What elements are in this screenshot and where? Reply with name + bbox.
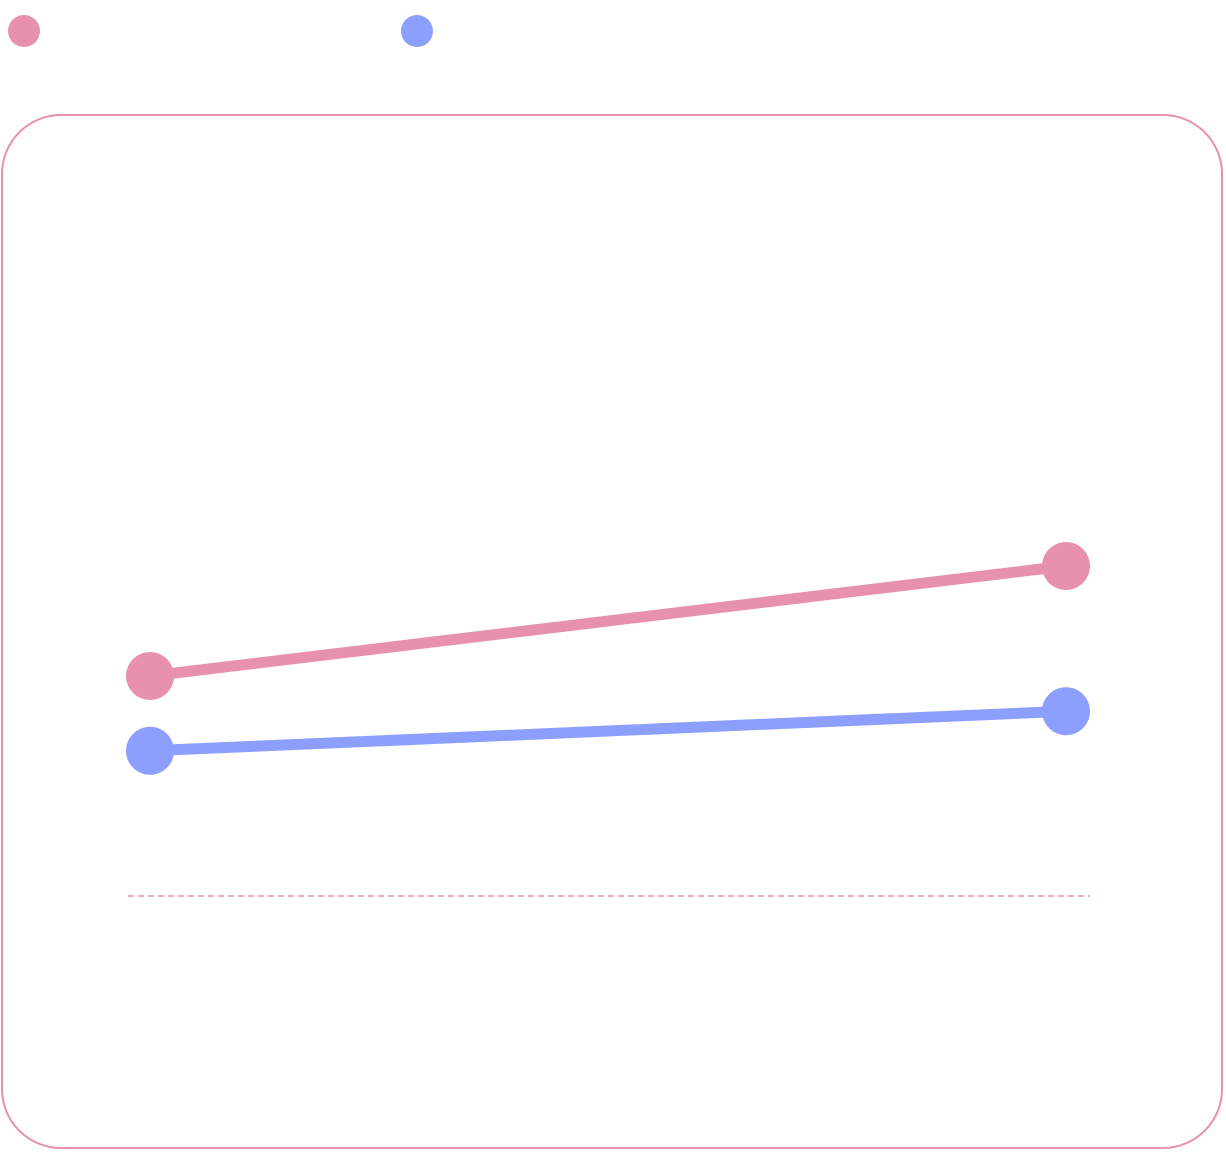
chart-panel xyxy=(1,114,1223,1149)
data-point-s0-p0 xyxy=(126,652,174,700)
data-point-s1-p0 xyxy=(126,726,174,775)
data-point-s0-p1 xyxy=(1042,542,1090,590)
series-line-1 xyxy=(144,705,1072,757)
legend-swatch-series-b xyxy=(401,15,433,47)
legend-item-series-b[interactable] xyxy=(401,15,445,47)
legend-swatch-series-a xyxy=(8,15,40,47)
line-chart xyxy=(126,542,1090,897)
data-point-s1-p1 xyxy=(1042,687,1090,736)
legend-item-series-a[interactable] xyxy=(8,15,52,47)
series-line-0 xyxy=(144,560,1072,682)
legend xyxy=(0,0,1226,64)
